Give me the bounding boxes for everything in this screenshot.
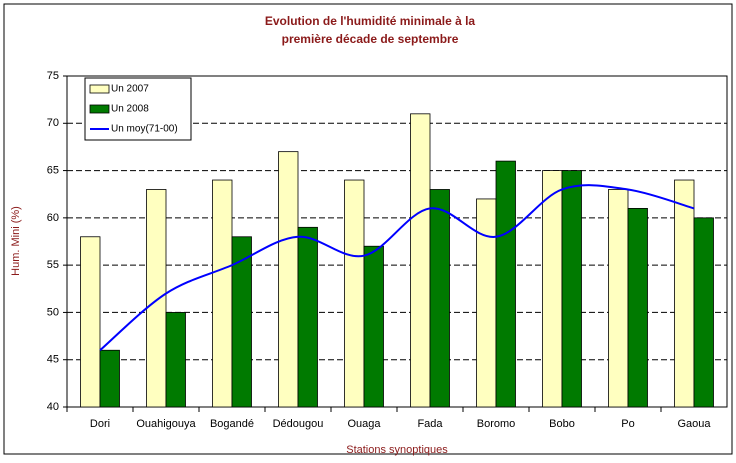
bar [165, 312, 186, 408]
line [99, 184, 695, 352]
chart-title: première décade de septembre [282, 32, 459, 46]
x-tick-label: Ouahigouya [136, 418, 196, 430]
bar [429, 189, 450, 408]
y-tick-label: 75 [47, 70, 59, 82]
x-tick-label: Boromo [477, 418, 516, 430]
y-tick-label: 45 [47, 354, 59, 366]
y-tick-label: 65 [47, 164, 59, 176]
bar [627, 207, 648, 408]
x-tick-label: Dori [90, 418, 110, 430]
bar [297, 226, 318, 408]
bar [561, 170, 582, 408]
legend-label: Un moy(71-00) [111, 124, 178, 135]
y-axis-title: Hum. Mini (%) [10, 206, 22, 276]
legend-label: Un 2007 [111, 84, 149, 95]
bar [674, 179, 695, 408]
x-tick-label: Fada [417, 418, 443, 430]
bar [231, 236, 252, 408]
bar [608, 189, 629, 408]
x-tick-label: Bogandé [210, 418, 254, 430]
x-tick-label: Po [621, 418, 634, 430]
y-tick-label: 70 [47, 117, 59, 129]
legend-swatch [89, 84, 110, 94]
x-axis-title: Stations synoptiques [346, 444, 448, 456]
bar [410, 113, 431, 408]
bar [344, 179, 365, 408]
x-tick-label: Ouaga [347, 418, 381, 430]
y-tick-label: 60 [47, 212, 59, 224]
y-tick-label: 50 [47, 306, 59, 318]
bar [146, 189, 167, 408]
bar [693, 217, 714, 408]
bar [212, 179, 233, 408]
bar [80, 236, 101, 408]
bar [278, 151, 299, 408]
bar [495, 160, 516, 408]
bar [542, 170, 563, 408]
x-tick-label: Gaoua [677, 418, 711, 430]
bar [476, 198, 497, 408]
legend-label: Un 2008 [111, 104, 149, 115]
bar [99, 349, 120, 408]
y-tick-label: 40 [47, 401, 59, 413]
x-tick-label: Bobo [549, 418, 575, 430]
y-tick-label: 55 [47, 259, 59, 271]
chart-title: Evolution de l'humidité minimale à la [265, 14, 476, 28]
bar [363, 245, 384, 408]
legend-swatch [89, 104, 110, 114]
x-tick-label: Dédougou [273, 418, 324, 430]
